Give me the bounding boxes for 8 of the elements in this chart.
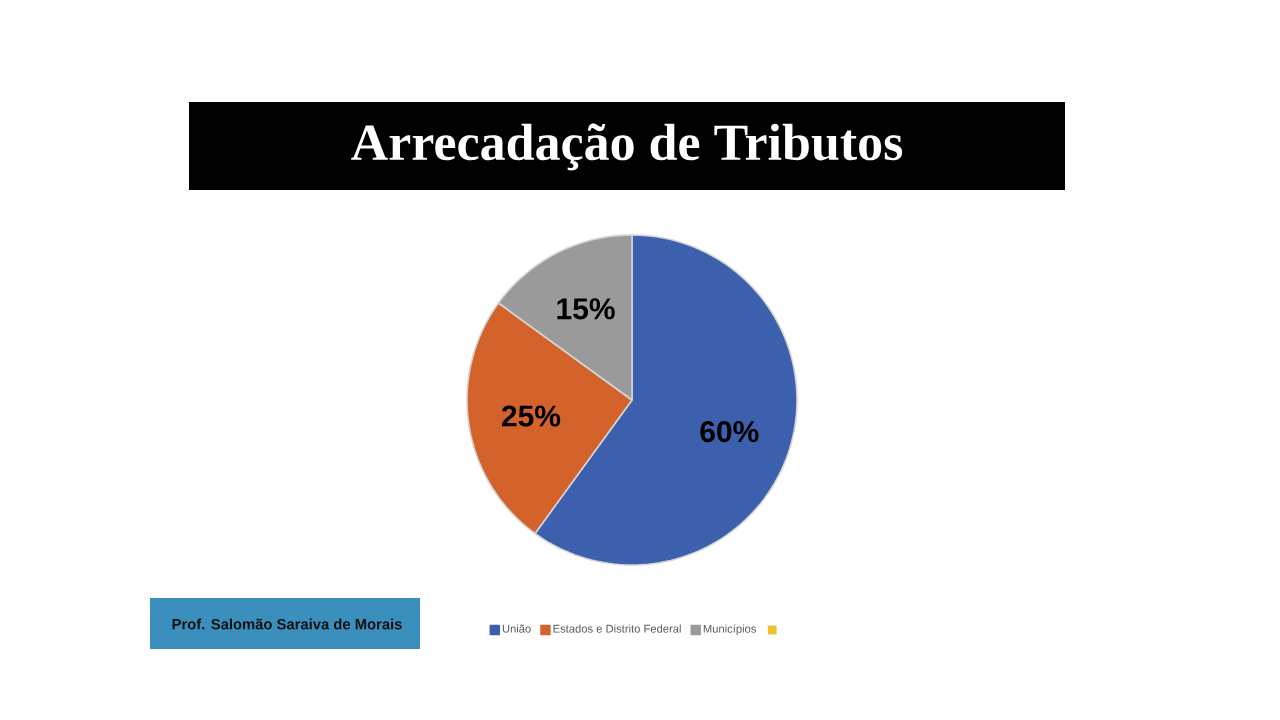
legend-label: Municípios — [703, 624, 757, 635]
chart-title: Arrecadação de Tributos — [351, 123, 903, 171]
data-label: 25% — [501, 405, 561, 427]
legend-label: União — [502, 624, 531, 633]
text: Prof. Salomão Saraiva de Morais — [172, 618, 402, 630]
legend-label: Estados e Distrito Federal — [553, 624, 681, 633]
data-label: 60% — [700, 420, 759, 443]
data-label: 15% — [557, 298, 615, 320]
